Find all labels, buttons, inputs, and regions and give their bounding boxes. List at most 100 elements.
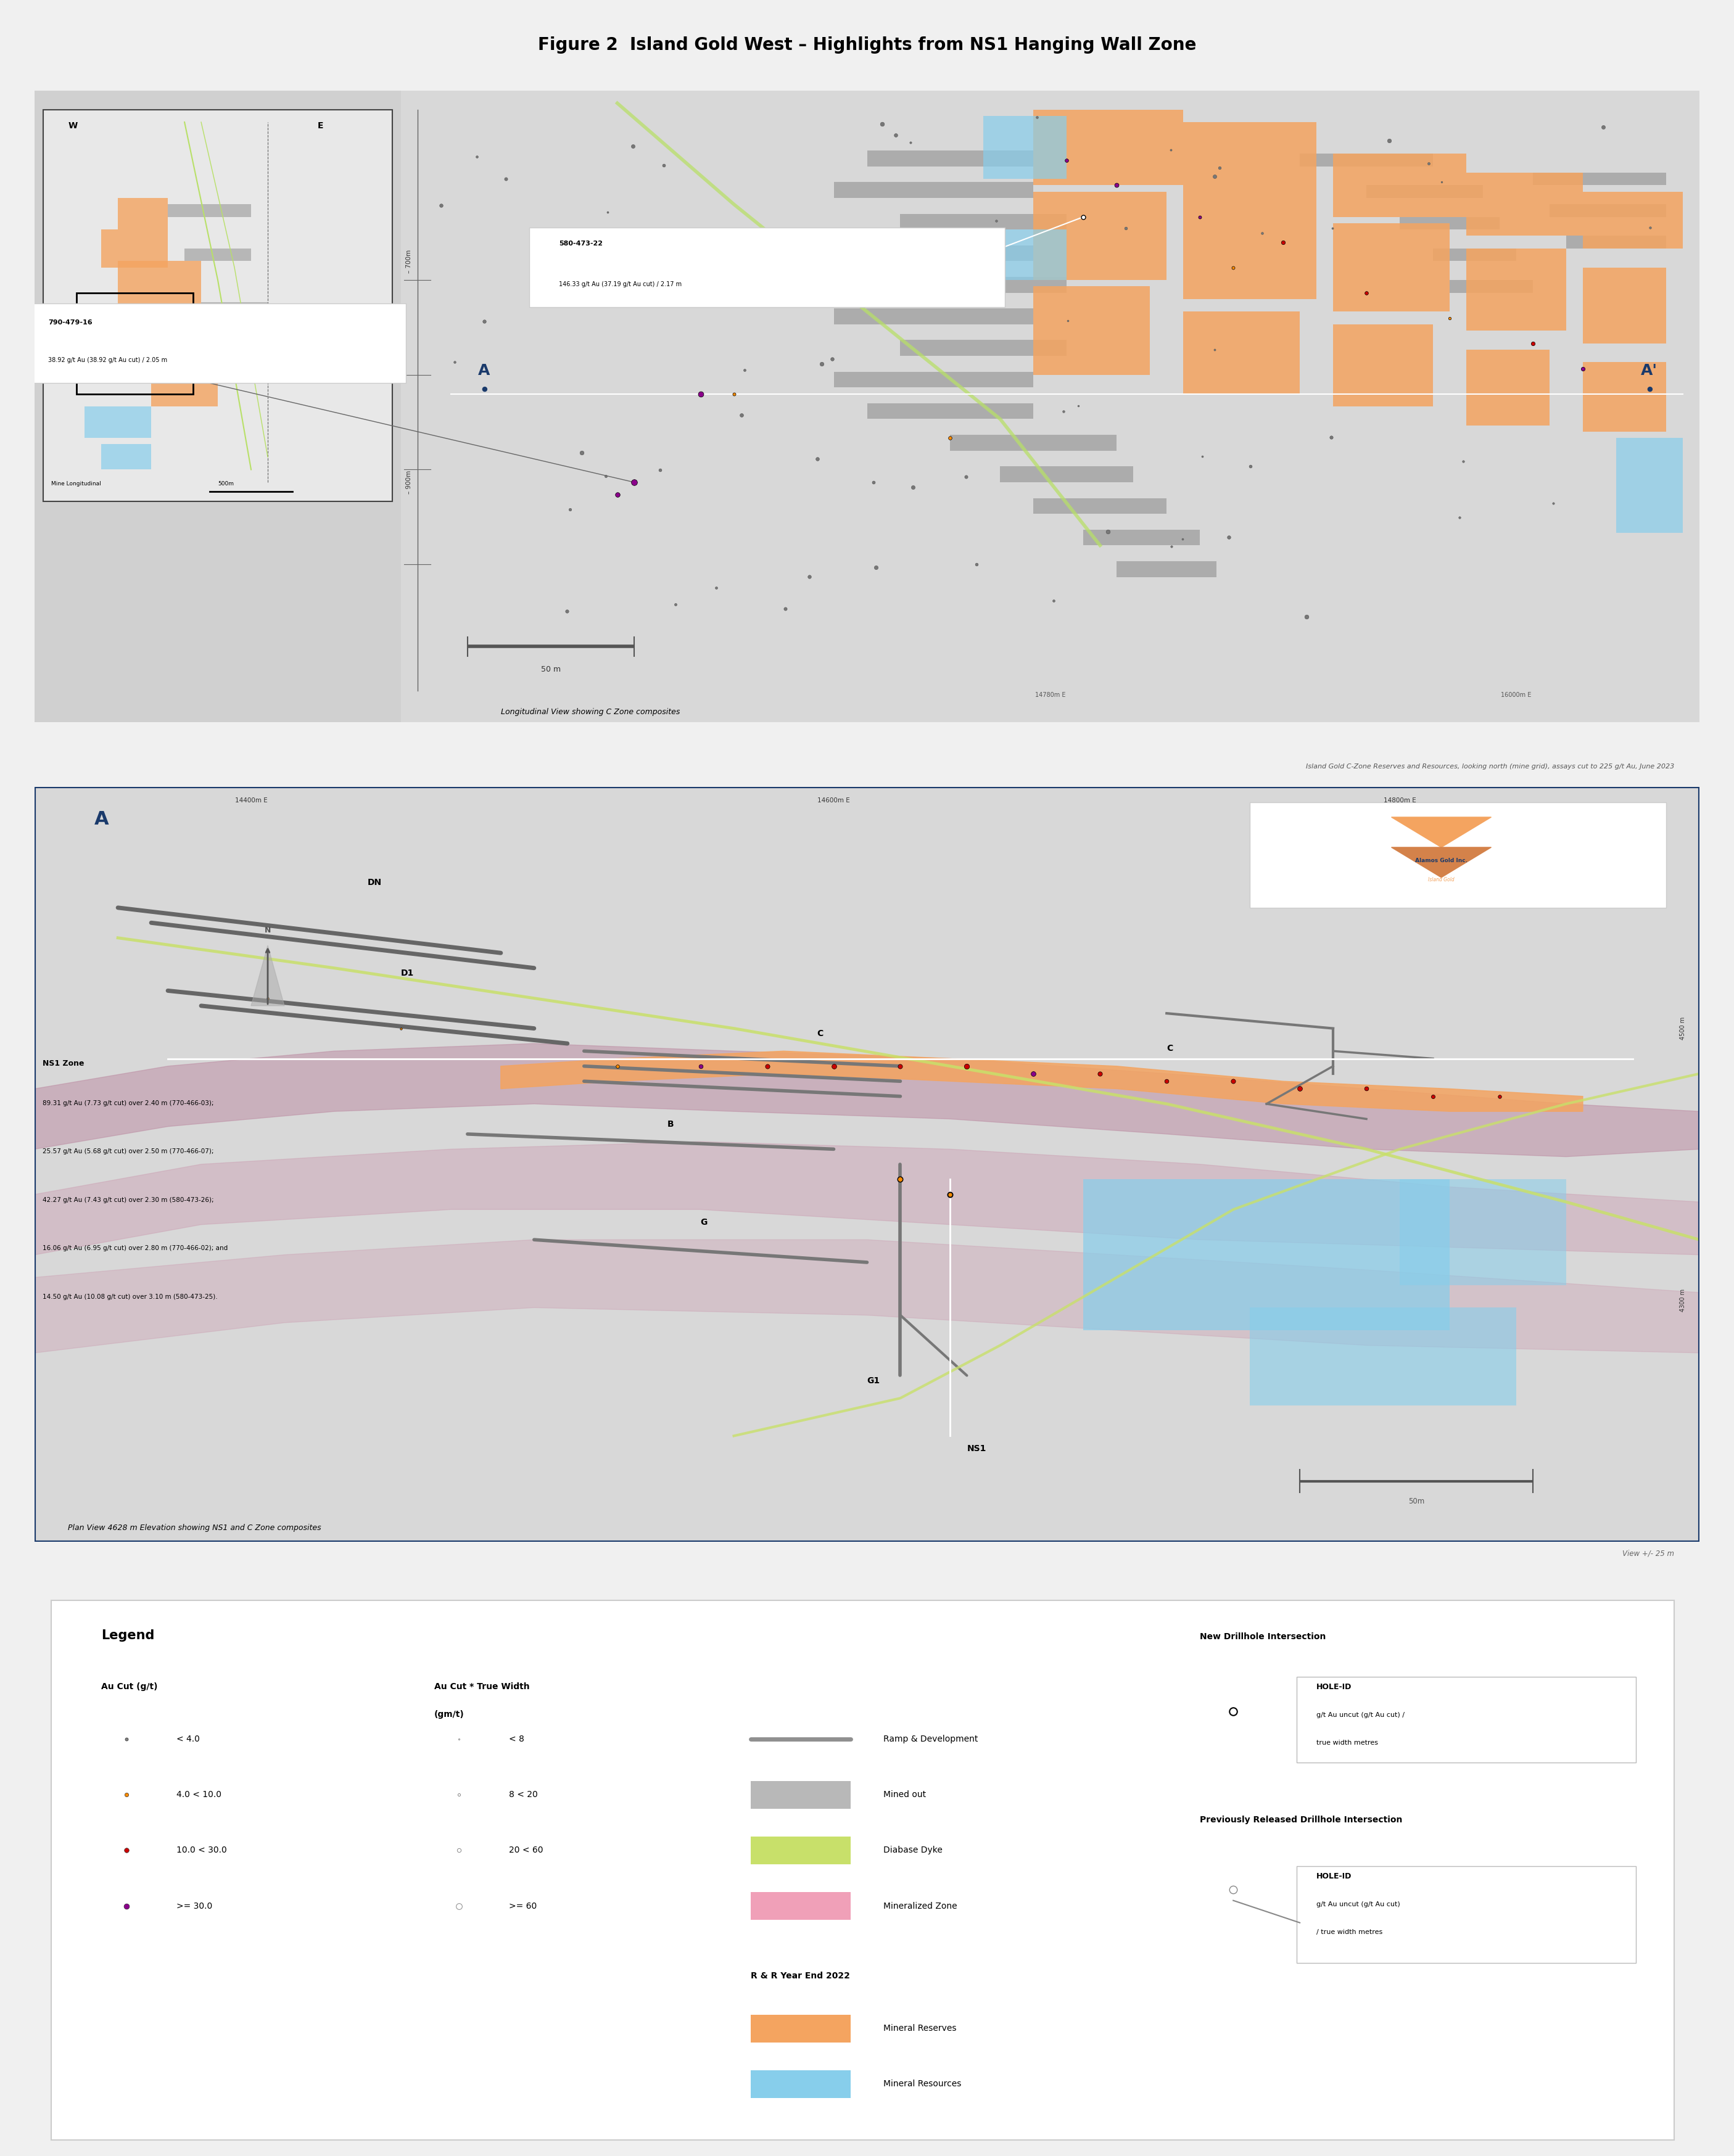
Bar: [1450, 280, 1533, 293]
Text: 20 < 60: 20 < 60: [510, 1846, 543, 1854]
Bar: [950, 436, 1117, 451]
Bar: [135, 313, 201, 356]
Bar: [151, 369, 218, 405]
Text: < 8: < 8: [510, 1736, 524, 1744]
Bar: [1583, 267, 1666, 343]
FancyBboxPatch shape: [29, 304, 406, 384]
Text: 50 m: 50 m: [541, 666, 560, 673]
Text: Mineral Reserves: Mineral Reserves: [884, 2024, 957, 2033]
Text: 14.50 g/t Au (10.08 g/t cut) over 3.10 m (580-473-25).: 14.50 g/t Au (10.08 g/t cut) over 3.10 m…: [42, 1294, 217, 1300]
Text: true width metres: true width metres: [1316, 1740, 1379, 1746]
Bar: [168, 205, 251, 218]
Text: DN: DN: [368, 877, 381, 886]
Text: – 700m: – 700m: [406, 250, 413, 274]
Bar: [834, 181, 1033, 198]
Text: 50m: 50m: [1408, 1498, 1424, 1505]
Text: N: N: [265, 927, 271, 934]
Bar: [1033, 110, 1183, 185]
Bar: [85, 405, 151, 438]
Bar: [218, 347, 267, 356]
Bar: [1033, 498, 1167, 513]
Bar: [1616, 438, 1682, 533]
Text: Previously Released Drillhole Intersection: Previously Released Drillhole Intersecti…: [1200, 1815, 1403, 1824]
Text: View +/- 25 m: View +/- 25 m: [1623, 1550, 1675, 1557]
Polygon shape: [501, 1050, 1583, 1112]
Bar: [76, 293, 192, 395]
Polygon shape: [35, 1143, 1699, 1255]
Bar: [1333, 153, 1467, 218]
Text: Au Cut (g/t): Au Cut (g/t): [101, 1682, 158, 1690]
Text: 14600m E: 14600m E: [817, 798, 850, 804]
FancyBboxPatch shape: [529, 229, 1006, 306]
Bar: [1583, 192, 1682, 248]
Bar: [1366, 185, 1483, 198]
Bar: [85, 356, 118, 375]
Bar: [751, 1893, 850, 1921]
Bar: [1183, 313, 1300, 395]
Bar: [43, 110, 392, 500]
Bar: [1550, 205, 1666, 218]
Text: ●: ●: [480, 386, 487, 392]
Bar: [1084, 1179, 1450, 1330]
Text: 580-473-22: 580-473-22: [558, 239, 603, 246]
Polygon shape: [35, 1044, 1699, 1156]
Bar: [1183, 123, 1316, 198]
Bar: [1583, 362, 1666, 431]
Text: Legend: Legend: [101, 1630, 154, 1641]
Bar: [751, 1837, 850, 1865]
Bar: [1467, 349, 1550, 425]
Text: 4500 m: 4500 m: [1680, 1018, 1685, 1039]
Bar: [867, 151, 1033, 166]
Bar: [900, 341, 1066, 356]
Text: Island Gold: Island Gold: [1429, 877, 1455, 882]
Bar: [751, 1781, 850, 1809]
Text: D1: D1: [401, 968, 414, 977]
Bar: [1001, 466, 1134, 483]
Text: R & R Year End 2022: R & R Year End 2022: [751, 1971, 850, 1979]
Bar: [801, 246, 1033, 261]
Bar: [1300, 153, 1432, 166]
Text: 14400m E: 14400m E: [234, 798, 267, 804]
Bar: [867, 403, 1033, 418]
Bar: [401, 91, 1699, 722]
Bar: [1467, 172, 1583, 235]
Polygon shape: [1391, 847, 1491, 877]
Text: Mined out: Mined out: [884, 1789, 926, 1798]
Text: Mine Longitudinal: Mine Longitudinal: [52, 481, 101, 487]
Bar: [201, 302, 267, 313]
FancyBboxPatch shape: [1297, 1677, 1637, 1761]
Bar: [834, 371, 1033, 388]
Bar: [983, 116, 1066, 179]
Text: G: G: [701, 1218, 707, 1227]
Bar: [1333, 224, 1450, 313]
Polygon shape: [251, 944, 284, 1005]
Bar: [184, 248, 251, 261]
Text: C: C: [817, 1028, 824, 1037]
Text: C: C: [1167, 1044, 1172, 1052]
Bar: [1250, 1307, 1516, 1406]
Bar: [118, 198, 168, 229]
Bar: [1001, 229, 1066, 280]
Bar: [101, 229, 168, 267]
Text: 16.06 g/t Au (6.95 g/t cut) over 2.80 m (770-466-02); and: 16.06 g/t Au (6.95 g/t cut) over 2.80 m …: [42, 1246, 227, 1250]
Bar: [118, 261, 201, 313]
Text: B: B: [668, 1119, 675, 1128]
Bar: [1432, 248, 1516, 261]
Text: 790-479-16: 790-479-16: [49, 319, 92, 326]
Text: E: E: [317, 121, 324, 129]
Text: Au Cut * True Width: Au Cut * True Width: [433, 1682, 529, 1690]
Bar: [1250, 802, 1666, 908]
Text: Mineral Resources: Mineral Resources: [884, 2081, 962, 2089]
Text: W: W: [68, 121, 78, 129]
Bar: [101, 444, 151, 470]
Text: < 4.0: < 4.0: [177, 1736, 199, 1744]
Text: 500m: 500m: [218, 481, 234, 487]
Bar: [1033, 192, 1167, 280]
Polygon shape: [35, 1240, 1699, 1354]
Polygon shape: [1391, 817, 1491, 847]
Text: >= 30.0: >= 30.0: [177, 1902, 212, 1910]
Text: / true width metres: / true width metres: [1316, 1930, 1382, 1936]
Text: g/t Au uncut (g/t Au cut): g/t Au uncut (g/t Au cut): [1316, 1902, 1399, 1908]
Bar: [834, 308, 1033, 323]
Bar: [1399, 218, 1500, 229]
